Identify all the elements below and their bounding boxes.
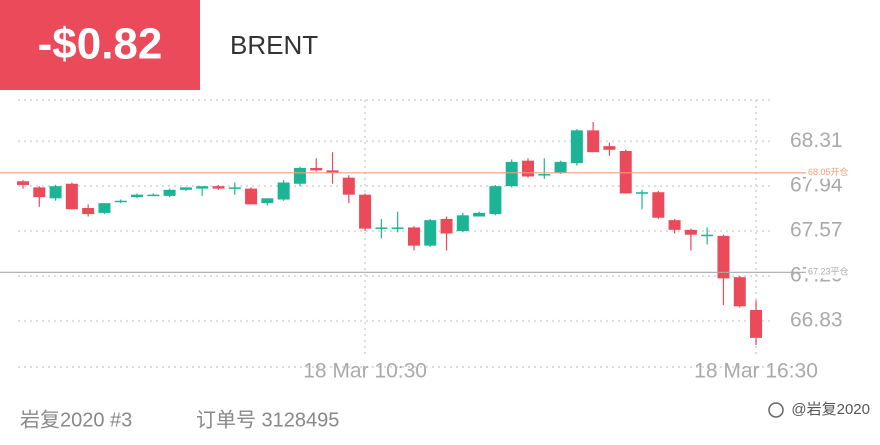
candle-body <box>17 181 29 185</box>
candle-body <box>65 183 78 210</box>
candle-body <box>245 188 258 205</box>
reference-label: 68.05开仓 <box>808 166 849 177</box>
candle-body <box>684 229 697 235</box>
candle-body <box>293 167 306 184</box>
pnl: -$0.82 <box>38 20 163 69</box>
candle-body <box>603 146 616 150</box>
reference-label-bg <box>806 266 860 279</box>
candle-body <box>228 187 241 189</box>
candle-body <box>733 277 746 307</box>
candle-body <box>131 194 144 198</box>
symbol: BRENT <box>230 30 318 60</box>
x-tick-label: 18 Mar 10:30 <box>303 360 427 383</box>
candle-body <box>750 309 763 338</box>
x-tick-label: 18 Mar 16:30 <box>694 360 818 383</box>
candle-body <box>505 161 518 187</box>
account: 岩复2020 #3 <box>20 408 132 431</box>
candle-body <box>570 130 583 164</box>
candle-body <box>440 218 453 234</box>
candle-body <box>196 186 209 189</box>
candle-body <box>375 227 388 229</box>
y-tick-label: 67.94 <box>790 174 843 197</box>
reference-label-bg <box>806 166 860 179</box>
candle-body <box>489 186 502 215</box>
y-tick-label: 67.57 <box>790 219 843 242</box>
candle-body <box>33 187 46 198</box>
candle-body <box>407 227 420 246</box>
candle-body <box>277 182 290 200</box>
candle-body <box>98 203 111 213</box>
candle-body <box>668 220 681 230</box>
watermark: @岩复2020 <box>791 400 870 418</box>
candle-body <box>456 215 469 232</box>
candle-body <box>391 227 404 229</box>
candle-body <box>326 170 339 173</box>
candle-body <box>82 208 95 215</box>
y-tick-label: 68.31 <box>790 129 843 152</box>
candle-body <box>179 187 192 190</box>
y-tick-label: 66.83 <box>790 308 843 331</box>
candle-body <box>521 160 534 177</box>
candle-body <box>147 194 160 197</box>
candle-body <box>717 235 730 279</box>
candle-body <box>310 167 323 171</box>
candle-body <box>261 198 274 204</box>
candle-body <box>652 192 665 218</box>
pnl-badge <box>0 0 200 90</box>
candle-body <box>554 161 567 173</box>
candle-body <box>114 200 127 203</box>
candle-body <box>473 212 486 217</box>
candle-body <box>163 189 176 196</box>
candle-body <box>359 194 372 229</box>
candle-body <box>424 220 437 246</box>
candle-body <box>587 130 600 153</box>
candle-body <box>636 192 649 194</box>
candle-body <box>212 186 225 189</box>
candle-body <box>701 234 714 237</box>
candle-body <box>619 150 632 194</box>
candle-body <box>49 186 62 199</box>
candle-body <box>538 174 551 176</box>
watermark-icon <box>768 402 784 418</box>
reference-label: 67.23平仓 <box>808 266 849 277</box>
order-number: 订单号 3128495 <box>196 408 339 431</box>
candle-body <box>342 177 355 195</box>
